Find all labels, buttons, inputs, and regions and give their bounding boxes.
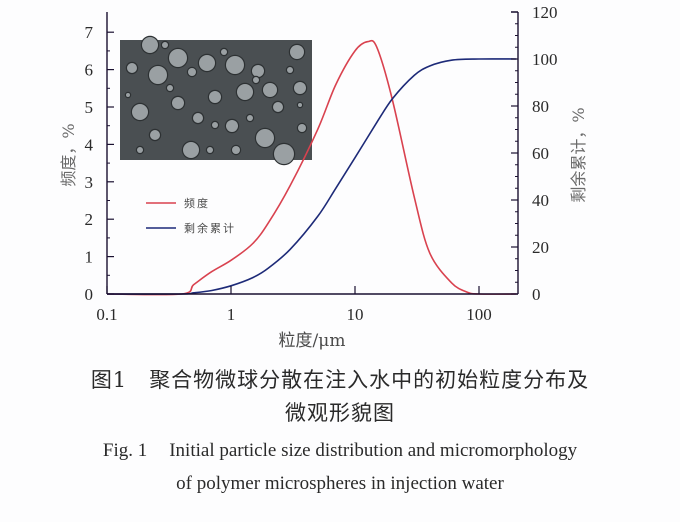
particle [169, 49, 187, 67]
left-tick-label: 4 [85, 135, 94, 154]
figure-number-cn: 图1 [90, 368, 128, 392]
particle [199, 55, 215, 71]
legend-label-cumulative: 剩余累计 [184, 221, 236, 235]
left-y-axis-label: 频度，% [59, 123, 78, 186]
cumulative-curve [106, 58, 517, 295]
left-tick-label: 6 [85, 61, 94, 80]
particle [162, 42, 168, 48]
left-tick-label: 7 [85, 23, 94, 42]
particle [298, 103, 302, 107]
particle [221, 49, 227, 55]
particle [226, 56, 244, 74]
caption-en-text: Initial particle size distribution and m… [169, 440, 578, 461]
particle [132, 104, 148, 120]
caption-cn-line2: 微观形貌图 [285, 401, 395, 425]
particle [274, 144, 294, 164]
caption-en-line1: Fig. 1 Initial particle size distribution… [0, 440, 680, 462]
particle [207, 147, 213, 153]
particle [252, 65, 264, 77]
particle [127, 63, 137, 73]
figure-number-en: Fig. 1 [102, 440, 148, 461]
particle [237, 84, 253, 100]
particle [247, 115, 253, 121]
left-tick-label: 5 [85, 98, 94, 117]
particle [188, 68, 196, 76]
right-tick-label: 80 [532, 97, 549, 116]
particle [150, 130, 160, 140]
chart-axes: 0 1 2 3 4 5 6 7 0 20 40 60 80 100 120 0.1 1 10 100 粒度/μm 频度，… [59, 3, 588, 351]
right-tick-label: 40 [532, 191, 549, 210]
chart: 0 1 2 3 4 5 6 7 0 20 40 60 80 100 120 0.1 1 10 100 粒度/μm 频度，… [59, 3, 588, 351]
particle [142, 37, 158, 53]
right-tick-label: 120 [532, 3, 558, 22]
right-y-axis-label: 剩余累计，% [569, 107, 588, 202]
particle [209, 91, 221, 103]
legend-label-frequency: 频度 [184, 196, 210, 210]
caption-en-line2: of polymer microspheres in injection wat… [176, 473, 504, 494]
right-tick-label: 20 [532, 238, 549, 257]
particle [253, 77, 259, 83]
particle [149, 66, 167, 84]
x-tick-label: 10 [347, 305, 364, 324]
particle [183, 142, 199, 158]
caption-cn-text: 聚合物微球分散在注入水中的初始粒度分布及 [149, 368, 590, 392]
particle [273, 102, 283, 112]
right-tick-label: 100 [532, 50, 558, 69]
frequency-curve [106, 39, 517, 296]
right-tick-label: 60 [532, 144, 549, 163]
x-axis-label: 粒度/μm [279, 331, 346, 351]
particle [294, 82, 306, 94]
left-tick-label: 0 [85, 285, 94, 304]
particle [193, 113, 203, 123]
left-tick-label: 3 [85, 173, 94, 192]
caption-cn-line1: 图1 聚合物微球分散在注入水中的初始粒度分布及 [0, 364, 680, 394]
particle [290, 45, 304, 59]
particle [232, 146, 240, 154]
particle [287, 67, 293, 73]
particle [137, 147, 143, 153]
particle [126, 93, 130, 97]
x-tick-label: 1 [227, 305, 236, 324]
micrograph-inset [120, 35, 312, 166]
particle [226, 120, 238, 132]
x-tick-label: 100 [466, 305, 492, 324]
right-tick-label: 0 [532, 285, 541, 304]
left-tick-label: 1 [85, 248, 94, 267]
left-tick-label: 2 [85, 210, 94, 229]
particle [298, 124, 306, 132]
particle [263, 83, 277, 97]
plot-curves [106, 39, 517, 296]
particle [256, 129, 274, 147]
particle [167, 85, 173, 91]
x-tick-label: 0.1 [96, 305, 117, 324]
particle [212, 122, 218, 128]
particle [172, 97, 184, 109]
